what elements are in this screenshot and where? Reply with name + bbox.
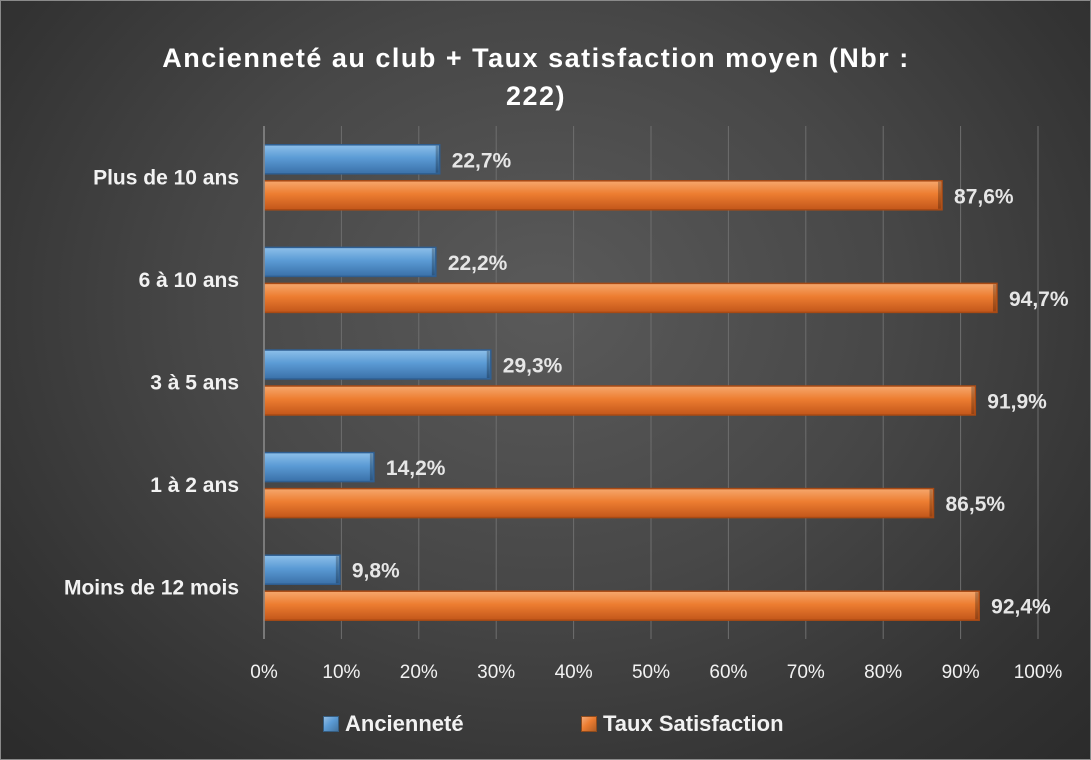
- data-label: 14,2%: [386, 457, 446, 480]
- category-label: 1 à 2 ans: [150, 474, 239, 497]
- bar-end-cap: [971, 387, 975, 414]
- data-label: 91,9%: [987, 391, 1047, 414]
- bar-end-cap: [992, 284, 996, 312]
- category-label: Moins de 12 mois: [64, 577, 239, 600]
- bar-taux-satisfaction: [263, 385, 977, 416]
- bar-anciennete: [263, 349, 492, 380]
- x-tick-label: 100%: [1014, 662, 1063, 683]
- x-tick-label: 70%: [787, 662, 825, 683]
- data-label: 22,2%: [448, 252, 508, 275]
- category-label: 6 à 10 ans: [139, 269, 239, 292]
- legend-label-anciennete: Ancienneté: [345, 711, 464, 736]
- bar-taux-satisfaction: [263, 180, 943, 211]
- data-label: 92,4%: [991, 596, 1051, 619]
- bar-end-cap: [335, 556, 339, 584]
- bar-taux-satisfaction: [263, 282, 998, 314]
- bar-anciennete: [263, 144, 441, 175]
- chart-title: Ancienneté au club + Taux satisfaction m…: [162, 43, 910, 111]
- bar-end-cap: [975, 592, 979, 620]
- x-tick-label: 30%: [477, 662, 515, 683]
- bar-end-cap: [929, 489, 933, 517]
- data-label: 94,7%: [1009, 288, 1069, 311]
- legend-label-taux-satisfaction: Taux Satisfaction: [603, 711, 784, 736]
- x-tick-label: 90%: [942, 662, 980, 683]
- bar-taux-satisfaction: [263, 590, 980, 621]
- data-label: 29,3%: [503, 355, 563, 378]
- x-tick-label: 60%: [709, 662, 747, 683]
- bar-end-cap: [369, 453, 373, 481]
- x-tick-label: 40%: [555, 662, 593, 683]
- bar-end-cap: [431, 248, 435, 276]
- bar-end-cap: [486, 351, 490, 378]
- bar-anciennete: [263, 246, 437, 278]
- data-label: 86,5%: [946, 493, 1006, 516]
- legend-swatch-anciennete: [323, 716, 339, 732]
- bar-anciennete: [263, 451, 375, 483]
- legend-swatch-taux-satisfaction: [581, 716, 597, 732]
- x-tick-label: 10%: [322, 662, 360, 683]
- legend-item-taux-satisfaction: Taux Satisfaction: [581, 711, 784, 737]
- data-label: 22,7%: [452, 149, 512, 172]
- legend: Ancienneté Taux Satisfaction: [1, 711, 1090, 745]
- x-tick-label: 50%: [632, 662, 670, 683]
- data-label: 9,8%: [352, 560, 400, 583]
- x-tick-label: 20%: [400, 662, 438, 683]
- bar-end-cap: [938, 181, 942, 209]
- plot-area: 0% 10% 20% 30% 40% 50% 60% 70% 80% 90% 100% Plus de…: [64, 126, 1069, 683]
- x-tick-label: 80%: [864, 662, 902, 683]
- bar-end-cap: [435, 145, 439, 173]
- data-label: 87,6%: [954, 185, 1014, 208]
- legend-item-anciennete: Ancienneté: [323, 711, 464, 737]
- category-label: Plus de 10 ans: [93, 166, 239, 189]
- bar-anciennete: [263, 554, 341, 585]
- category-label: 3 à 5 ans: [150, 372, 239, 395]
- bar-taux-satisfaction: [263, 487, 935, 519]
- x-tick-label: 0%: [250, 662, 278, 683]
